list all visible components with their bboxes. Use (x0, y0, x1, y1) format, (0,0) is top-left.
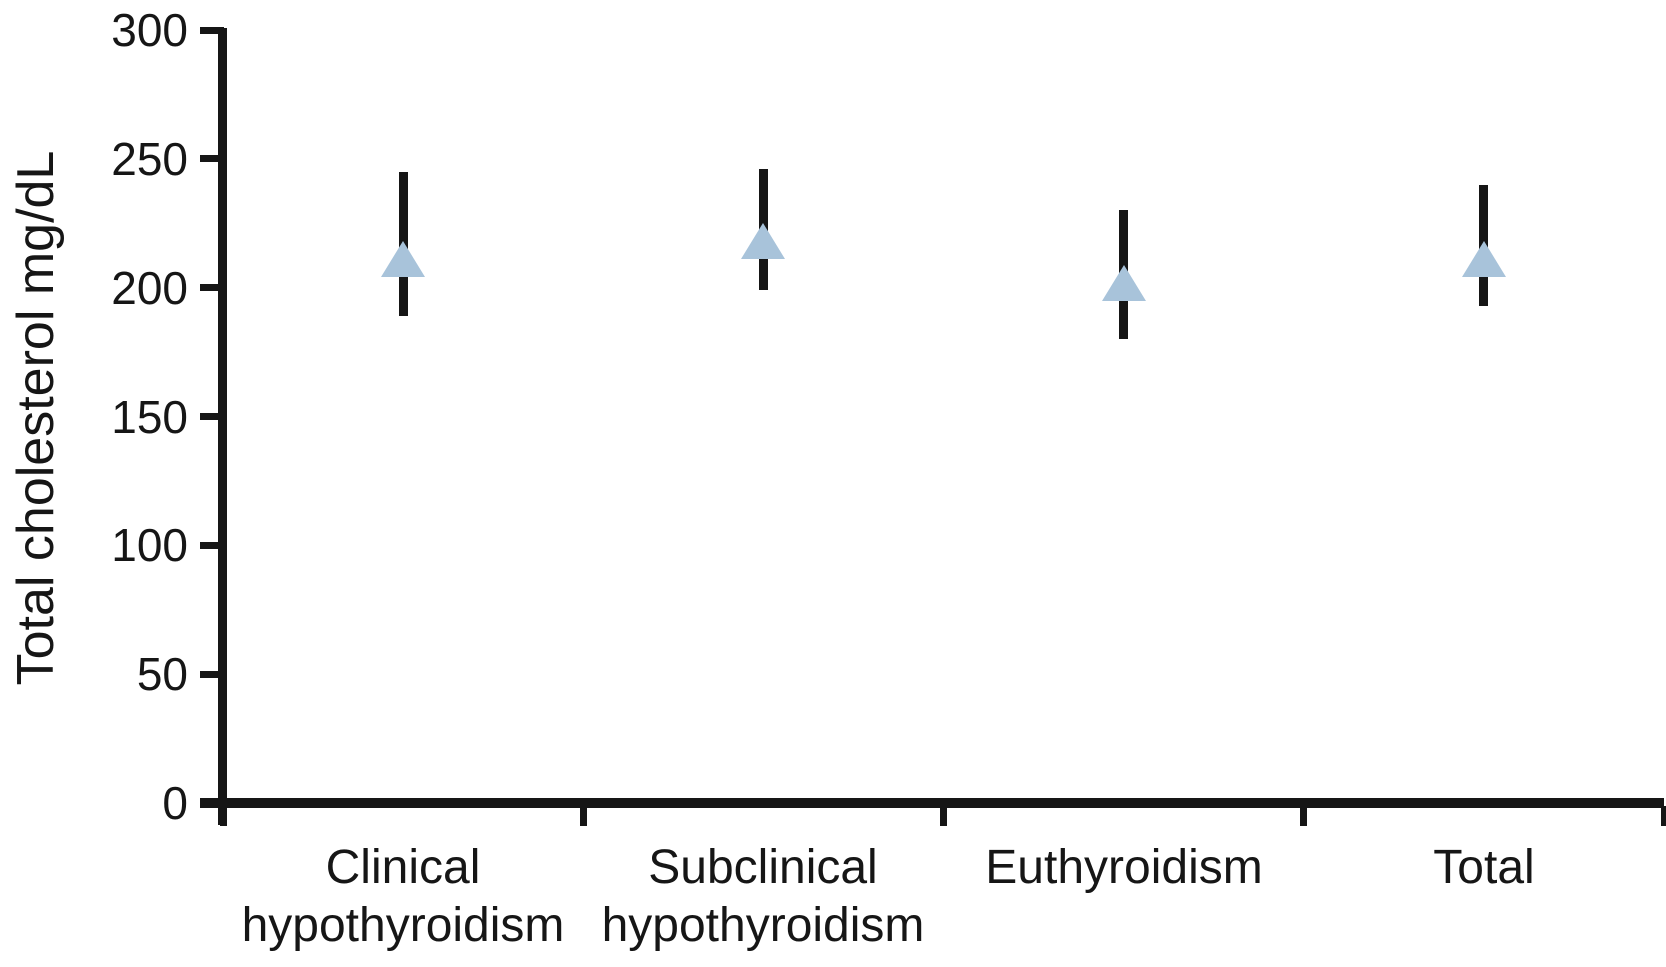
triangle-marker (1102, 265, 1146, 301)
x-category-label: Euthyroidism (985, 841, 1263, 894)
x-tick-mark (1300, 806, 1307, 826)
x-tick-mark (940, 806, 947, 826)
y-tick-label: 300 (111, 4, 188, 56)
y-axis-line (218, 28, 227, 825)
y-tick-mark (200, 284, 224, 291)
y-tick-label: 50 (136, 648, 188, 700)
y-tick-mark (200, 671, 224, 678)
y-tick-label: 250 (111, 133, 188, 185)
x-tick-mark (580, 806, 587, 826)
x-tick-mark (1661, 806, 1666, 826)
triangle-marker (1462, 241, 1506, 277)
triangle-marker (381, 241, 425, 277)
x-tick-mark (220, 806, 227, 826)
x-axis-line (200, 798, 1664, 808)
x-category-label: Subclinical hypothyroidism (601, 841, 925, 952)
y-tick-label: 150 (111, 391, 188, 443)
x-category-label: Total (1433, 841, 1535, 894)
y-tick-mark (200, 27, 224, 34)
triangle-marker (741, 223, 785, 259)
y-tick-mark (200, 542, 224, 549)
y-tick-mark (200, 413, 224, 420)
y-tick-label: 200 (111, 262, 188, 314)
y-tick-mark (200, 800, 224, 807)
y-tick-label: 100 (111, 519, 188, 571)
x-category-label: Clinical hypothyroidism (241, 841, 565, 952)
y-tick-label: 0 (162, 777, 188, 829)
y-tick-mark (200, 155, 224, 162)
